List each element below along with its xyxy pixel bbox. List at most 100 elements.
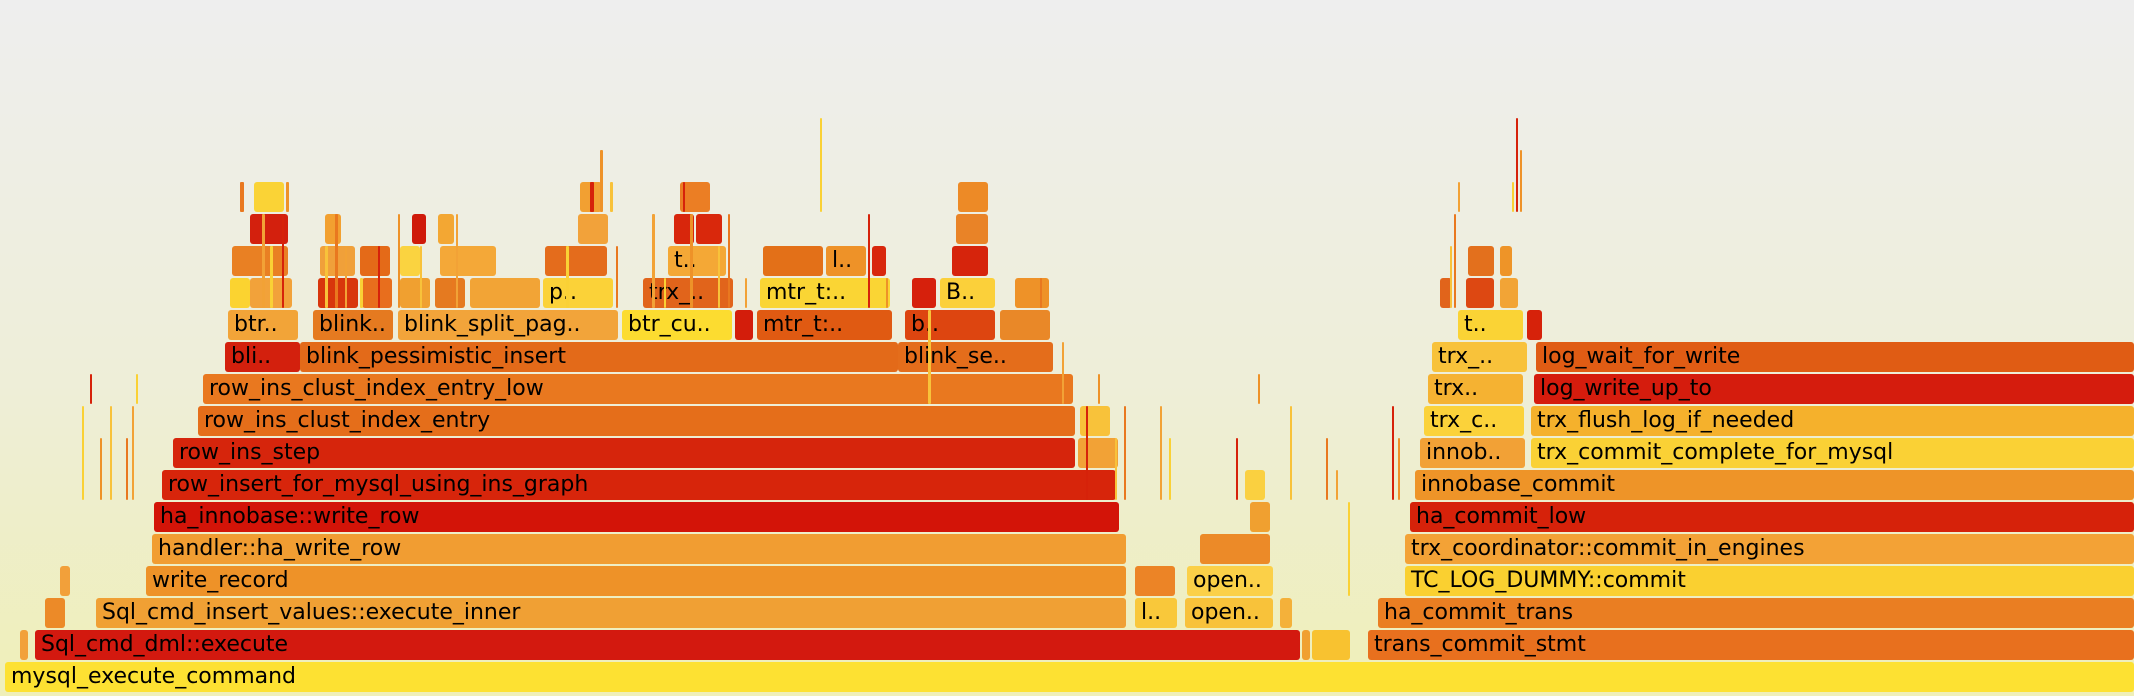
flame-frame-unlabeled[interactable] (1000, 310, 1050, 340)
flame-frame-thin[interactable] (132, 406, 134, 500)
flame-frame-thin[interactable] (90, 374, 92, 404)
flame-frame[interactable]: open.. (1187, 566, 1273, 596)
flame-frame-unlabeled[interactable] (1466, 278, 1494, 308)
flame-frame-unlabeled[interactable] (254, 182, 284, 212)
flame-frame[interactable]: mysql_execute_command (5, 662, 2134, 692)
flame-frame-unlabeled[interactable] (872, 246, 886, 276)
flame-frame-thin[interactable] (820, 118, 822, 212)
flame-frame-unlabeled[interactable] (696, 214, 722, 244)
flame-frame[interactable]: trx_flush_log_if_needed (1531, 406, 2134, 436)
flame-frame-thin[interactable] (1236, 438, 1238, 500)
flame-frame-unlabeled[interactable] (674, 214, 694, 244)
flame-frame-thin[interactable] (1348, 502, 1350, 596)
flame-frame-unlabeled[interactable] (735, 310, 753, 340)
flame-frame-thin[interactable] (1160, 406, 1162, 500)
flame-frame-thin[interactable] (1336, 470, 1338, 500)
flame-frame-unlabeled[interactable] (325, 214, 341, 244)
flame-frame-unlabeled[interactable] (250, 214, 288, 244)
flame-frame-unlabeled[interactable] (400, 246, 420, 276)
flame-frame-unlabeled[interactable] (952, 246, 988, 276)
flame-frame-thin[interactable] (1086, 406, 1088, 500)
flame-frame-thin[interactable] (82, 406, 84, 500)
flame-frame[interactable]: b.. (905, 310, 995, 340)
flame-frame-thin[interactable] (1169, 438, 1171, 500)
flame-frame[interactable]: open.. (1185, 598, 1273, 628)
flame-frame-thin[interactable] (360, 278, 363, 308)
flame-frame-unlabeled[interactable] (232, 246, 288, 276)
flame-frame-thin[interactable] (610, 182, 613, 212)
flame-frame-unlabeled[interactable] (1468, 246, 1494, 276)
flame-frame-thin[interactable] (1454, 214, 1456, 308)
flame-frame-thin[interactable] (690, 214, 693, 308)
flame-frame-unlabeled[interactable] (362, 278, 392, 308)
flame-frame-unlabeled[interactable] (1280, 598, 1292, 628)
flame-frame-thin[interactable] (456, 214, 458, 308)
flame-frame-unlabeled[interactable] (45, 598, 65, 628)
flame-frame-unlabeled[interactable] (60, 566, 70, 596)
flame-frame-thin[interactable] (345, 246, 347, 308)
flame-frame[interactable]: Sql_cmd_insert_values::execute_inner (96, 598, 1126, 628)
flame-frame[interactable]: t.. (1458, 310, 1523, 340)
flame-frame[interactable]: B.. (940, 278, 995, 308)
flame-frame-thin[interactable] (1450, 246, 1452, 308)
flame-frame-thin[interactable] (600, 150, 603, 212)
flame-frame-unlabeled[interactable] (1440, 278, 1452, 308)
flame-frame[interactable]: blink.. (313, 310, 393, 340)
flame-frame[interactable]: ha_commit_low (1410, 502, 2134, 532)
flame-frame-thin[interactable] (745, 278, 747, 308)
flame-frame[interactable]: Sql_cmd_dml::execute (35, 630, 1300, 660)
flame-frame[interactable]: mtr_t:.. (760, 278, 890, 308)
flame-frame-thin[interactable] (683, 182, 685, 212)
flame-frame-unlabeled[interactable] (435, 278, 465, 308)
flame-frame-unlabeled[interactable] (1500, 278, 1518, 308)
flame-frame-thin[interactable] (616, 246, 618, 308)
flame-frame-thin[interactable] (590, 182, 594, 212)
flame-frame[interactable]: innobase_commit (1415, 470, 2134, 500)
flame-frame-unlabeled[interactable] (578, 214, 608, 244)
flame-frame-unlabeled[interactable] (1078, 438, 1118, 468)
flame-frame-thin[interactable] (1290, 406, 1292, 500)
flame-frame-thin[interactable] (728, 214, 730, 308)
flame-frame-unlabeled[interactable] (230, 278, 250, 308)
flame-frame-thin[interactable] (1098, 374, 1100, 404)
flame-frame-thin[interactable] (1512, 182, 1514, 212)
flame-frame-thin[interactable] (1516, 118, 1518, 212)
flame-frame-unlabeled[interactable] (438, 214, 454, 244)
flame-frame[interactable]: trx_coordinator::commit_in_engines (1405, 534, 2134, 564)
flame-frame-thin[interactable] (1398, 438, 1400, 500)
flame-frame-unlabeled[interactable] (1015, 278, 1049, 308)
flame-frame-unlabeled[interactable] (440, 246, 496, 276)
flame-frame-thin[interactable] (100, 438, 102, 500)
flame-frame-thin[interactable] (868, 214, 870, 308)
flame-frame-thin[interactable] (335, 214, 338, 308)
flame-frame-thin[interactable] (664, 278, 666, 308)
flame-frame[interactable]: trx_commit_complete_for_mysql (1531, 438, 2134, 468)
flame-frame-unlabeled[interactable] (318, 278, 358, 308)
flame-frame-thin[interactable] (398, 214, 400, 308)
flame-frame-thin[interactable] (325, 246, 328, 308)
flame-frame-thin[interactable] (1258, 374, 1260, 404)
flame-frame-thin[interactable] (566, 246, 569, 308)
flame-frame[interactable]: trans_commit_stmt (1368, 630, 2134, 660)
flame-frame-thin[interactable] (928, 310, 931, 404)
flame-frame-thin[interactable] (270, 246, 273, 308)
flame-frame-thin[interactable] (136, 374, 138, 404)
flame-frame-unlabeled[interactable] (1245, 470, 1265, 500)
flame-frame[interactable]: trx_.. (1432, 342, 1527, 372)
flame-frame-thin[interactable] (1520, 150, 1522, 212)
flame-frame[interactable]: TC_LOG_DUMMY::commit (1405, 566, 2134, 596)
flame-frame-thin[interactable] (1062, 342, 1064, 404)
flame-frame-unlabeled[interactable] (763, 246, 823, 276)
flame-frame-thin[interactable] (1040, 278, 1042, 308)
flame-frame[interactable]: mtr_t:.. (757, 310, 892, 340)
flame-frame[interactable]: row_ins_step (173, 438, 1075, 468)
flame-frame-thin[interactable] (110, 406, 112, 500)
flame-frame-unlabeled[interactable] (956, 214, 988, 244)
flame-frame-thin[interactable] (718, 246, 720, 308)
flame-frame-thin[interactable] (420, 246, 422, 308)
flame-frame-unlabeled[interactable] (1302, 630, 1310, 660)
flame-frame[interactable]: handler::ha_write_row (152, 534, 1126, 564)
flame-frame-thin[interactable] (282, 214, 284, 308)
flame-frame-unlabeled[interactable] (680, 182, 710, 212)
flame-frame-thin[interactable] (262, 214, 265, 308)
